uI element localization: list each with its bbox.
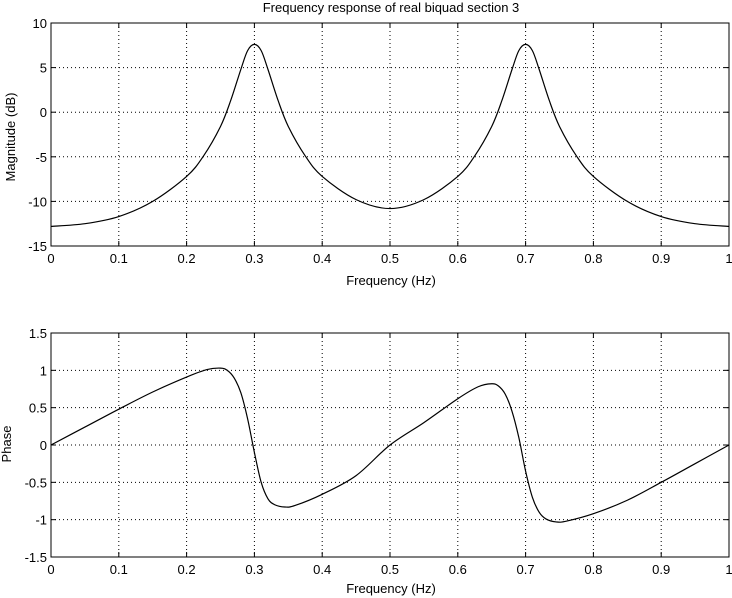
- phase-xtick-label: 0.2: [178, 562, 196, 577]
- magnitude-ytick-label: 10: [33, 16, 47, 31]
- magnitude-xtick-label: 1: [725, 251, 732, 266]
- phase-ytick-label: 0: [40, 438, 47, 453]
- magnitude-xtick-label: 0.2: [178, 251, 196, 266]
- phase-xtick-label: 0.6: [449, 562, 467, 577]
- phase-ytick-label: 0.5: [29, 401, 47, 416]
- magnitude-xtick-label: 0.4: [313, 251, 331, 266]
- magnitude-series-line: [50, 43, 730, 227]
- magnitude-xtick-label: 0.6: [449, 251, 467, 266]
- magnitude-xlabel: Frequency (Hz): [346, 273, 436, 288]
- phase-xlabel: Frequency (Hz): [346, 581, 436, 596]
- phase-ylabel: Phase: [0, 426, 14, 463]
- phase-xtick-label: 0.1: [110, 562, 128, 577]
- magnitude-ytick-label: -5: [35, 150, 47, 165]
- phase-ytick-label: 1.5: [29, 326, 47, 341]
- phase-series-line: [50, 367, 730, 523]
- phase-ytick-label: -1: [35, 513, 47, 528]
- phase-xtick-label: 0.5: [381, 562, 399, 577]
- magnitude-xtick-label: 0.7: [517, 251, 535, 266]
- phase-xtick-label: 1: [725, 562, 732, 577]
- magnitude-xtick-label: 0.5: [381, 251, 399, 266]
- magnitude-plot: 0 0.1 0.2 0.3 0.4 0.5 0.6 0.7 0.8 0.9 1 -15 -10 -5 0 5 1…: [28, 16, 732, 266]
- phase-xtick-label: 0.9: [652, 562, 670, 577]
- magnitude-axes-frame: [50, 22, 730, 247]
- magnitude-ytick-label: -15: [28, 239, 47, 254]
- phase-xtick-label: 0.7: [517, 562, 535, 577]
- chart-title: Frequency response of real biquad sectio…: [263, 0, 520, 15]
- magnitude-xtick-label: 0: [47, 251, 54, 266]
- magnitude-xtick-label: 0.9: [652, 251, 670, 266]
- magnitude-xtick-label: 0.1: [110, 251, 128, 266]
- magnitude-xtick-label: 0.8: [584, 251, 602, 266]
- magnitude-ytick-label: 5: [40, 61, 47, 76]
- phase-ytick-label: 1: [40, 363, 47, 378]
- magnitude-xtick-label: 0.3: [245, 251, 263, 266]
- phase-xtick-label: 0: [47, 562, 54, 577]
- phase-xtick-label: 0.4: [313, 562, 331, 577]
- magnitude-ylabel: Magnitude (dB): [3, 93, 18, 182]
- magnitude-ytick-label: -10: [28, 194, 47, 209]
- phase-xtick-label: 0.3: [245, 562, 263, 577]
- phase-ytick-label: -1.5: [25, 550, 47, 565]
- phase-xtick-label: 0.8: [584, 562, 602, 577]
- phase-ytick-label: -0.5: [25, 475, 47, 490]
- magnitude-ytick-label: 0: [40, 105, 47, 120]
- phase-plot: 0 0.1 0.2 0.3 0.4 0.5 0.6 0.7 0.8 0.9 1 -1.5 -1 -0.5 0…: [25, 326, 732, 577]
